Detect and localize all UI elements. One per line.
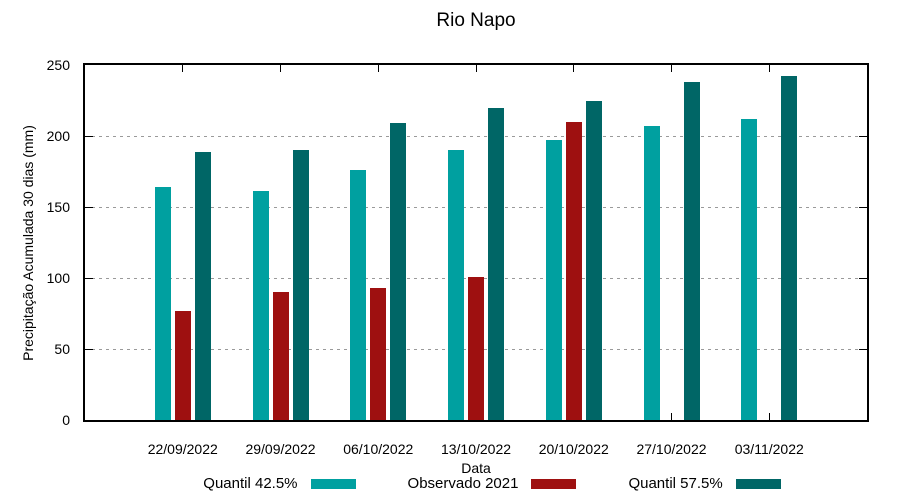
bar-quantil-42-5- [741,118,758,420]
y-tick-label: 150 [46,199,70,215]
y-tick-mark [85,349,93,350]
chart-title: Rio Napo [436,10,516,31]
x-tick-mark [182,65,184,72]
bar-quantil-42-5- [545,140,562,420]
bar-quantil-42-5- [154,187,171,420]
x-axis-label: Data [461,460,491,476]
bar-observado-2021 [468,276,484,420]
bar-observado-2021 [272,292,289,420]
y-tick-mark [85,278,93,279]
y-axis-label: Precipitação Acumulada 30 dias (mm) [20,125,36,361]
x-tick-label: 27/10/2022 [636,441,707,457]
bar-observado-2021 [370,287,387,420]
y-tick-mark [85,207,93,208]
bar-quantil-57-5- [488,107,504,420]
plot-area [83,63,869,422]
bar-quantil-57-5- [194,151,211,420]
y-tick-mark [859,278,867,279]
bar-observado-2021 [565,121,582,420]
bar-observado-2021 [174,310,191,420]
y-tick-label: 100 [46,270,70,286]
legend: Quantil 42.5% Observado 2021 Quantil 57.5% [0,475,900,492]
x-tick-mark [768,65,770,72]
y-tick-label: 250 [46,57,70,73]
bar-quantil-57-5- [781,76,798,420]
bar-quantil-42-5- [252,191,269,420]
legend-swatch [735,478,781,489]
y-tick-mark [859,136,867,137]
x-tick-label: 20/10/2022 [538,441,609,457]
x-tick-mark [377,65,379,72]
y-tick-label: 0 [62,412,70,428]
gridline [85,207,867,208]
x-tick-mark [671,65,672,72]
gridline [85,136,867,137]
x-tick-mark [768,413,770,420]
y-tick-mark [859,349,867,350]
x-tick-mark [475,65,477,72]
legend-swatch [310,478,356,489]
x-tick-mark [573,65,575,72]
legend-item: Quantil 42.5% [203,475,356,492]
legend-label: Quantil 42.5% [203,475,298,492]
x-tick-label: 29/09/2022 [245,441,316,457]
bar-quantil-42-5- [448,150,464,420]
y-tick-label: 50 [54,341,70,357]
x-tick-label: 13/10/2022 [440,441,512,457]
bar-quantil-57-5- [390,123,407,420]
bar-quantil-57-5- [683,82,700,420]
y-tick-label: 200 [46,128,70,144]
bar-quantil-57-5- [585,100,602,420]
legend-item: Observado 2021 [408,475,577,492]
x-tick-label: 06/10/2022 [343,441,414,457]
bar-quantil-42-5- [643,126,660,420]
x-tick-mark [671,413,672,420]
legend-swatch [531,478,577,489]
legend-label: Observado 2021 [407,475,519,492]
y-tick-mark [85,136,93,137]
x-tick-mark [280,65,281,72]
x-tick-label: 03/11/2022 [734,441,804,457]
legend-label: Quantil 57.5% [628,475,723,492]
legend-item: Quantil 57.5% [628,475,781,492]
x-tick-label: 22/09/2022 [147,441,218,457]
bar-quantil-42-5- [350,170,367,420]
y-tick-mark [859,207,867,208]
bar-quantil-57-5- [292,150,309,420]
